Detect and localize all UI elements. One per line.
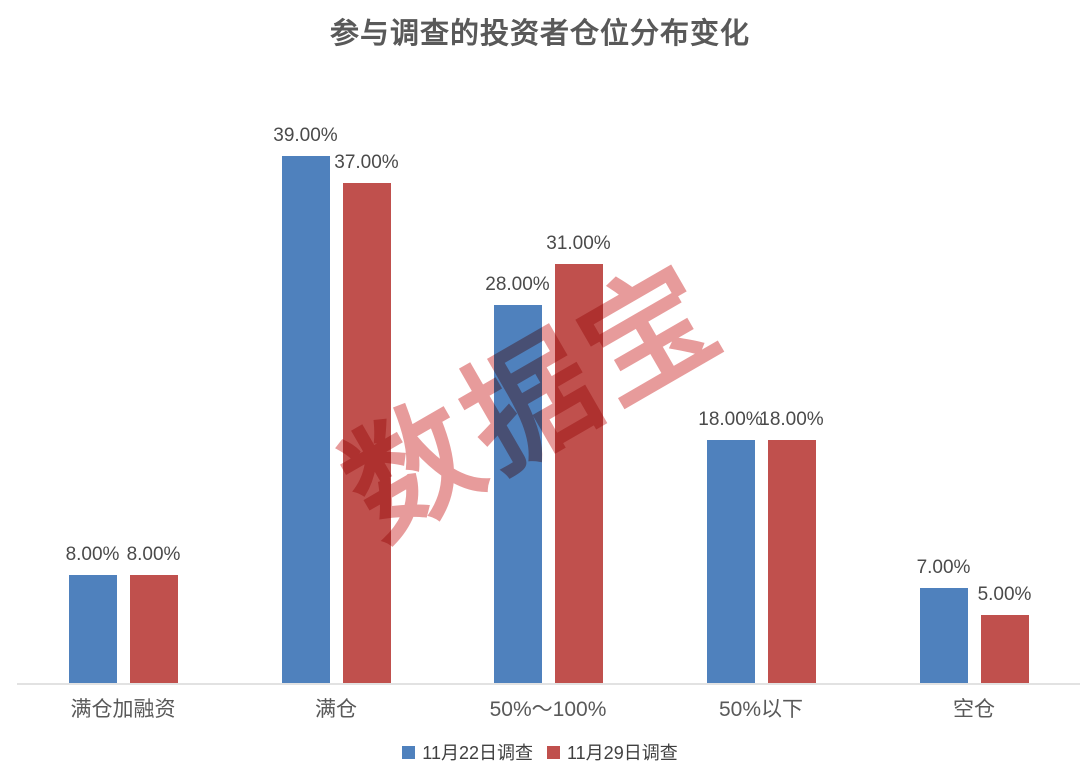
legend-swatch-icon	[402, 745, 416, 759]
value-label-series1-cat5: 7.00%	[916, 557, 971, 578]
bar-series2-cat2	[342, 183, 391, 683]
legend: 11月22日调查 11月29日调查	[0, 739, 1080, 765]
legend-label: 11月29日调查	[567, 743, 678, 763]
legend-swatch-icon	[547, 745, 560, 759]
value-label-series2-cat1: 8.00%	[126, 544, 181, 565]
value-label-series2-cat3: 31.00%	[546, 233, 611, 254]
bar-series2-cat3	[554, 264, 603, 683]
bar-series1-cat5	[919, 588, 968, 683]
bar-series1-cat2	[281, 156, 330, 683]
bar-series2-cat1	[129, 575, 178, 683]
value-label-series2-cat2: 37.00%	[334, 152, 399, 173]
chart-title: 参与调查的投资者仓位分布变化	[329, 18, 750, 50]
value-label-series1-cat4: 18.00%	[698, 409, 763, 430]
value-label-series2-cat5: 5.00%	[977, 584, 1032, 605]
x-axis-label-cat3: 50%～100%	[489, 698, 607, 721]
value-label-series1-cat2: 39.00%	[273, 125, 338, 146]
value-label-series2-cat4: 18.00%	[759, 409, 824, 430]
x-axis-label-cat2: 满仓	[315, 698, 357, 721]
legend-item-series1: 11月22日调查	[402, 739, 533, 765]
x-axis-label-cat1: 满仓加融资	[70, 698, 176, 721]
legend-item-series2: 11月29日调查	[547, 739, 678, 765]
value-label-series1-cat1: 8.00%	[65, 544, 120, 565]
legend-label: 11月22日调查	[422, 743, 533, 763]
value-label-series1-cat3: 28.00%	[485, 274, 550, 295]
x-axis-label-cat5: 空仓	[953, 698, 995, 721]
bar-series1-cat3	[493, 305, 542, 683]
bar-series1-cat1	[68, 575, 117, 683]
bar-series2-cat5	[980, 615, 1029, 683]
x-axis-label-cat4: 50%以下	[718, 698, 804, 721]
bar-series2-cat4	[767, 440, 816, 683]
bar-series1-cat4	[706, 440, 755, 683]
x-axis-line	[17, 683, 1080, 685]
